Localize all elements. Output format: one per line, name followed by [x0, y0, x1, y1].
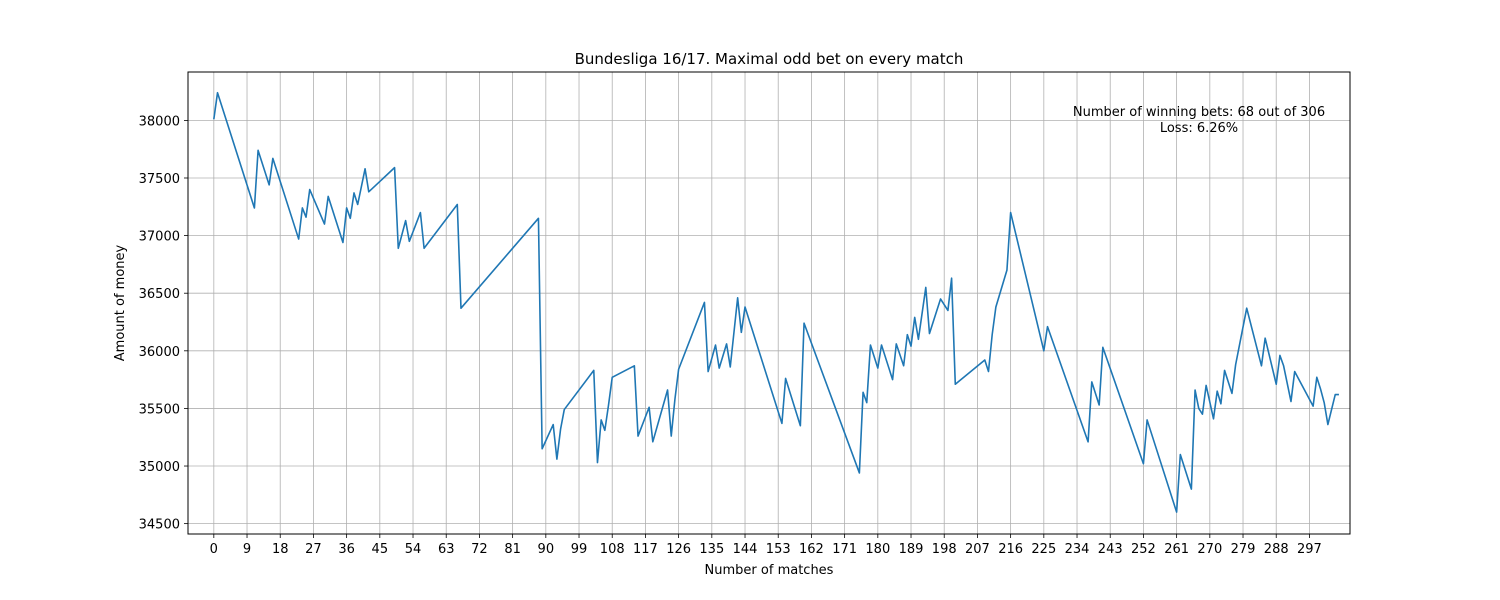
x-tick-label: 126 — [666, 542, 691, 557]
series-layer — [213, 91, 1339, 513]
y-tick-label: 36500 — [139, 287, 180, 302]
x-tick-label: 279 — [1231, 542, 1256, 557]
x-axis-label: Number of matches — [705, 563, 834, 578]
x-tick-label: 90 — [538, 542, 555, 557]
x-tick-label: 63 — [438, 542, 455, 557]
x-tick-label: 225 — [1031, 542, 1056, 557]
x-tick-label: 18 — [272, 542, 289, 557]
x-tick-label: 9 — [243, 542, 251, 557]
x-tick-label: 162 — [799, 542, 824, 557]
x-tick-label: 27 — [305, 542, 322, 557]
x-tick-label: 153 — [766, 542, 791, 557]
x-tick-label: 198 — [932, 542, 957, 557]
x-tick-label: 270 — [1197, 542, 1222, 557]
x-tick-label: 189 — [899, 542, 924, 557]
y-tick-label: 37500 — [139, 172, 180, 187]
y-tick-label: 34500 — [139, 518, 180, 533]
x-tick-label: 243 — [1098, 542, 1123, 557]
x-tick-label: 81 — [504, 542, 521, 557]
y-axis-label: Amount of money — [113, 244, 128, 361]
x-tick-label: 117 — [633, 542, 658, 557]
annotation-loss: Loss: 6.26% — [1160, 121, 1238, 136]
money-series-line — [213, 91, 1339, 513]
x-tick-label: 72 — [471, 542, 488, 557]
ticks: 0 9 18 27 36 45 54 63 72 81 90 99 108 117 126 135 144 153… — [139, 114, 1322, 557]
x-tick-label: 288 — [1264, 542, 1289, 557]
x-tick-label: 171 — [832, 542, 857, 557]
x-tick-label: 108 — [600, 542, 625, 557]
x-tick-label: 135 — [699, 542, 724, 557]
x-tick-label: 216 — [998, 542, 1023, 557]
x-tick-label: 180 — [865, 542, 890, 557]
grid-lines — [188, 72, 1350, 534]
x-tick-label: 261 — [1164, 542, 1189, 557]
y-tick-label: 36000 — [139, 345, 180, 360]
x-tick-label: 252 — [1131, 542, 1156, 557]
x-tick-label: 234 — [1065, 542, 1090, 557]
chart-title: Bundesliga 16/17. Maximal odd bet on eve… — [575, 50, 964, 68]
x-tick-label: 0 — [210, 542, 218, 557]
y-tick-label: 35000 — [139, 460, 180, 475]
y-tick-label: 38000 — [139, 114, 180, 129]
plot-frame — [187, 71, 1351, 535]
y-tick-label: 37000 — [139, 230, 180, 245]
annotation-winning-bets: Number of winning bets: 68 out of 306 — [1073, 105, 1325, 120]
x-tick-label: 144 — [733, 542, 758, 557]
y-tick-label: 35500 — [139, 402, 180, 417]
x-tick-label: 54 — [405, 542, 422, 557]
x-tick-label: 45 — [372, 542, 389, 557]
x-tick-label: 99 — [571, 542, 588, 557]
x-tick-label: 36 — [338, 542, 355, 557]
x-tick-label: 207 — [965, 542, 990, 557]
x-tick-label: 297 — [1297, 542, 1322, 557]
